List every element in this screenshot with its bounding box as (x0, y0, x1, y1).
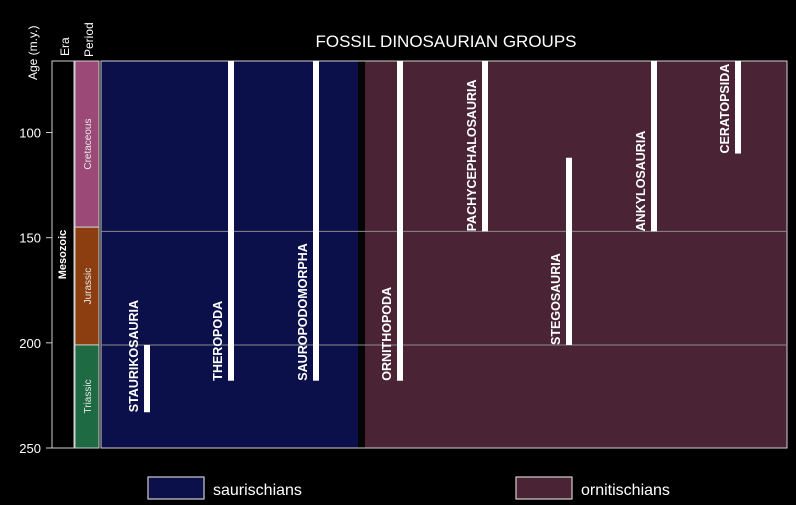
range-bar-theropoda (228, 61, 234, 381)
range-bar-ornithopoda (397, 61, 403, 381)
range-bar-ankylosauria (651, 61, 657, 232)
range-label-ceratopsida: CERATOPSIDA (718, 64, 732, 154)
chart-title: FOSSIL DINOSAURIAN GROUPS (315, 32, 576, 51)
range-label-ornithopoda: ORNITHOPODA (380, 287, 394, 381)
range-label-ankylosauria: ANKYLOSAURIA (634, 131, 648, 232)
group-panels (100, 60, 788, 449)
panel-divider (358, 61, 366, 448)
era-label: Mesozoic (57, 230, 69, 280)
legend: saurischians ornitischians (147, 476, 670, 500)
tick-label: 100 (19, 126, 41, 141)
range-bars (144, 61, 741, 413)
plot-frame (100, 60, 788, 449)
legend-label-ornitischians: ornitischians (581, 482, 670, 499)
legend-swatch-ornitischians (515, 476, 573, 500)
period-jurassic (74, 226, 100, 346)
period-label: Triassic (83, 379, 94, 413)
age-axis: 100 150 200 250 (19, 61, 53, 456)
period-header: Period (82, 22, 96, 57)
range-bar-staurikosauria (144, 344, 150, 413)
tick-label: 150 (19, 231, 41, 246)
period-label: Jurassic (83, 268, 94, 305)
legend-label-saurischians: saurischians (213, 482, 302, 499)
period-cretaceous (74, 60, 100, 228)
range-bar-ceratopsida (735, 61, 741, 154)
range-bar-stegosauria (566, 157, 572, 345)
period-boundary-lines (101, 230, 787, 346)
legend-swatch-saurischians (147, 476, 205, 500)
tick-label: 250 (19, 441, 41, 456)
range-bar-pachycephalosauria (482, 61, 488, 232)
column-headers: Age (m.y.) Era Period (26, 22, 96, 80)
period-column: Cretaceous Jurassic Triassic (74, 60, 100, 449)
age-axis-label: Age (m.y.) (26, 26, 40, 80)
range-label-staurikosauria: STAURIKOSAURIA (127, 300, 141, 412)
range-label-stegosauria: STEGOSAURIA (549, 253, 563, 345)
range-label-theropoda: THEROPODA (211, 301, 225, 381)
range-bar-sauropodomorpha (313, 61, 319, 381)
range-label-pachycephalosauria: PACHYCEPHALOSAURIA (465, 79, 479, 231)
period-triassic (74, 344, 100, 449)
period-label: Cretaceous (83, 119, 94, 170)
tick-label: 200 (19, 336, 41, 351)
range-bar-labels: STAURIKOSAURIA THEROPODA SAUROPODOMORPHA OR… (127, 64, 732, 413)
range-label-sauropodomorpha: SAUROPODOMORPHA (296, 243, 310, 381)
era-header: Era (58, 37, 72, 56)
ornitischians-panel (365, 61, 787, 448)
era-column: Mesozoic (51, 60, 75, 449)
